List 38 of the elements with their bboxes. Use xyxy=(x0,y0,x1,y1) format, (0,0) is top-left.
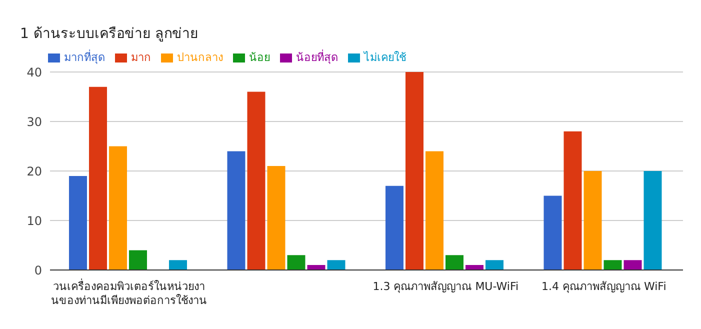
bar xyxy=(307,265,326,270)
y-tick-label: 20 xyxy=(26,164,42,178)
bar xyxy=(108,146,127,270)
bar xyxy=(644,171,662,270)
bar xyxy=(445,255,464,270)
bar xyxy=(68,176,87,270)
legend-label: ไม่เคยใช้ xyxy=(364,51,406,64)
legend-label: น้อย xyxy=(249,51,270,64)
x-tick-label: วนเครื่องคอมพิวเตอร์ในหน่วยงานของท่านมีเพียงพอต่อการใช้งาน xyxy=(51,278,208,307)
x-tick-label: 1.4 คุณภาพสัญญาณ WiFi xyxy=(541,280,666,293)
bar xyxy=(385,186,404,270)
bar xyxy=(247,92,266,270)
bar xyxy=(425,151,444,270)
bar xyxy=(485,260,504,270)
legend-label: มากที่สุด xyxy=(64,51,105,64)
chart-title: 1 ด้านระบบเครือข่าย ลูกข่าย xyxy=(19,25,199,42)
y-tick-label: 0 xyxy=(34,263,42,278)
bar xyxy=(604,260,622,270)
y-tick-label: 30 xyxy=(26,114,42,129)
bar xyxy=(227,151,246,270)
y-tick-label: 10 xyxy=(26,214,42,228)
y-tick-label: 40 xyxy=(26,65,42,80)
bar xyxy=(88,86,107,270)
bar xyxy=(405,72,424,270)
legend-label: ปานกลาง xyxy=(177,51,223,64)
legend-label: น้อยที่สุด xyxy=(296,51,338,64)
bar xyxy=(168,260,187,270)
bar xyxy=(287,255,306,270)
bar xyxy=(544,196,562,270)
x-tick-label: 1.3 คุณภาพสัญญาณ MU-WiFi xyxy=(372,280,519,293)
bar xyxy=(128,250,147,270)
bar xyxy=(564,131,582,270)
bar xyxy=(584,171,602,270)
bar xyxy=(624,260,642,270)
bar xyxy=(267,166,286,270)
legend-label: มาก xyxy=(131,51,151,64)
bar xyxy=(465,265,484,270)
bar xyxy=(327,260,346,270)
